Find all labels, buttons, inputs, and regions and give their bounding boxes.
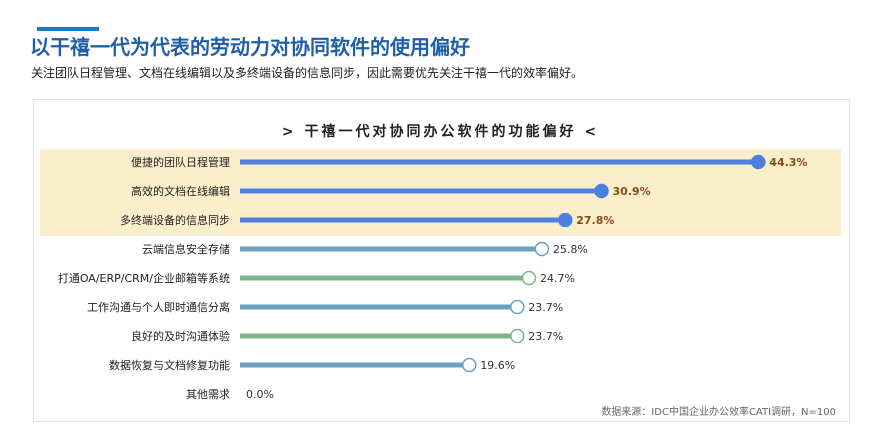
bar [240, 275, 529, 281]
bar-end-marker [521, 270, 537, 286]
bar [240, 304, 518, 310]
bar [240, 159, 759, 165]
page-subtitle: 关注团队日程管理、文档在线编辑以及多终端设备的信息同步，因此需要优先关注干禧一代… [31, 66, 584, 80]
category-label: 云端信息安全存储 [142, 242, 230, 256]
category-label: 高效的文档在线编辑 [131, 184, 230, 198]
bar-end-marker [510, 299, 525, 315]
value-label: 24.7% [540, 272, 575, 285]
value-label: 30.9% [613, 185, 651, 198]
value-label: 25.8% [553, 243, 588, 256]
bar-end-marker [594, 183, 609, 199]
value-label: 44.3% [769, 156, 807, 169]
category-label: 打通OA/ERP/CRM/企业邮箱等系统 [58, 271, 230, 285]
value-label: 23.7% [528, 330, 563, 343]
bar [240, 217, 566, 223]
chart-title: > 干禧一代对协同办公软件的功能偏好 < [281, 124, 600, 140]
value-label: 27.8% [576, 214, 614, 227]
category-label: 其他需求 [186, 388, 230, 401]
bar-end-marker [751, 154, 766, 170]
bar [240, 246, 542, 252]
bar-end-marker [462, 357, 477, 373]
category-label: 工作沟通与个人即时通信分离 [87, 300, 230, 314]
category-label: 良好的及时沟通体验 [131, 329, 230, 343]
bar [240, 188, 602, 194]
source-note: 数据来源：IDC中国企业办公效率CATI调研，N=100 [601, 407, 836, 418]
category-label: 便捷的团队日程管理 [131, 155, 230, 169]
bar-end-marker [558, 212, 573, 228]
value-label: 19.6% [480, 359, 515, 372]
bar [240, 333, 518, 339]
page-title: 以干禧一代为代表的劳动力对协同软件的使用偏好 [30, 35, 470, 59]
bar-end-marker [510, 328, 525, 344]
value-label: 23.7% [528, 301, 563, 314]
bar-end-marker [534, 241, 550, 257]
bar [240, 362, 470, 368]
category-label: 多终端设备的信息同步 [120, 213, 230, 227]
category-label: 数据恢复与文档修复功能 [109, 358, 230, 372]
value-label: 0.0% [246, 388, 274, 401]
title-accent-bar [37, 27, 99, 31]
